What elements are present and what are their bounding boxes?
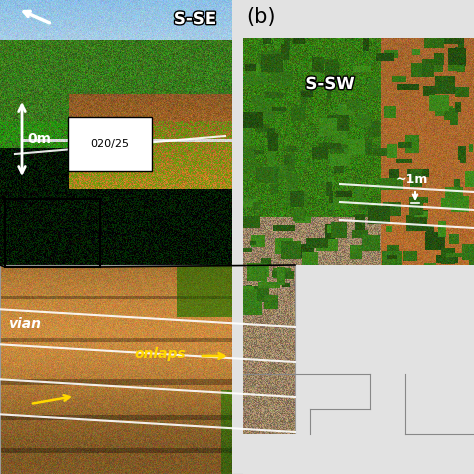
Bar	[243, 434, 474, 474]
Text: 020/25: 020/25	[91, 139, 129, 149]
Bar	[310, 399, 474, 434]
Text: onlaps: onlaps	[134, 347, 186, 361]
Bar	[310, 373, 474, 409]
Bar	[243, 434, 474, 474]
Text: ~1m: ~1m	[396, 173, 428, 185]
Text: vian: vian	[8, 317, 41, 331]
Bar	[405, 372, 474, 434]
Text: S-SE: S-SE	[174, 10, 216, 28]
Text: (b): (b)	[246, 7, 275, 27]
Text: S-SW: S-SW	[305, 75, 355, 93]
Bar	[370, 330, 474, 400]
Bar	[232, 0, 243, 474]
Bar	[295, 265, 474, 474]
Text: 0m: 0m	[27, 132, 51, 146]
Bar	[0, 265, 295, 474]
Bar	[370, 330, 474, 374]
Bar	[5, 199, 100, 267]
